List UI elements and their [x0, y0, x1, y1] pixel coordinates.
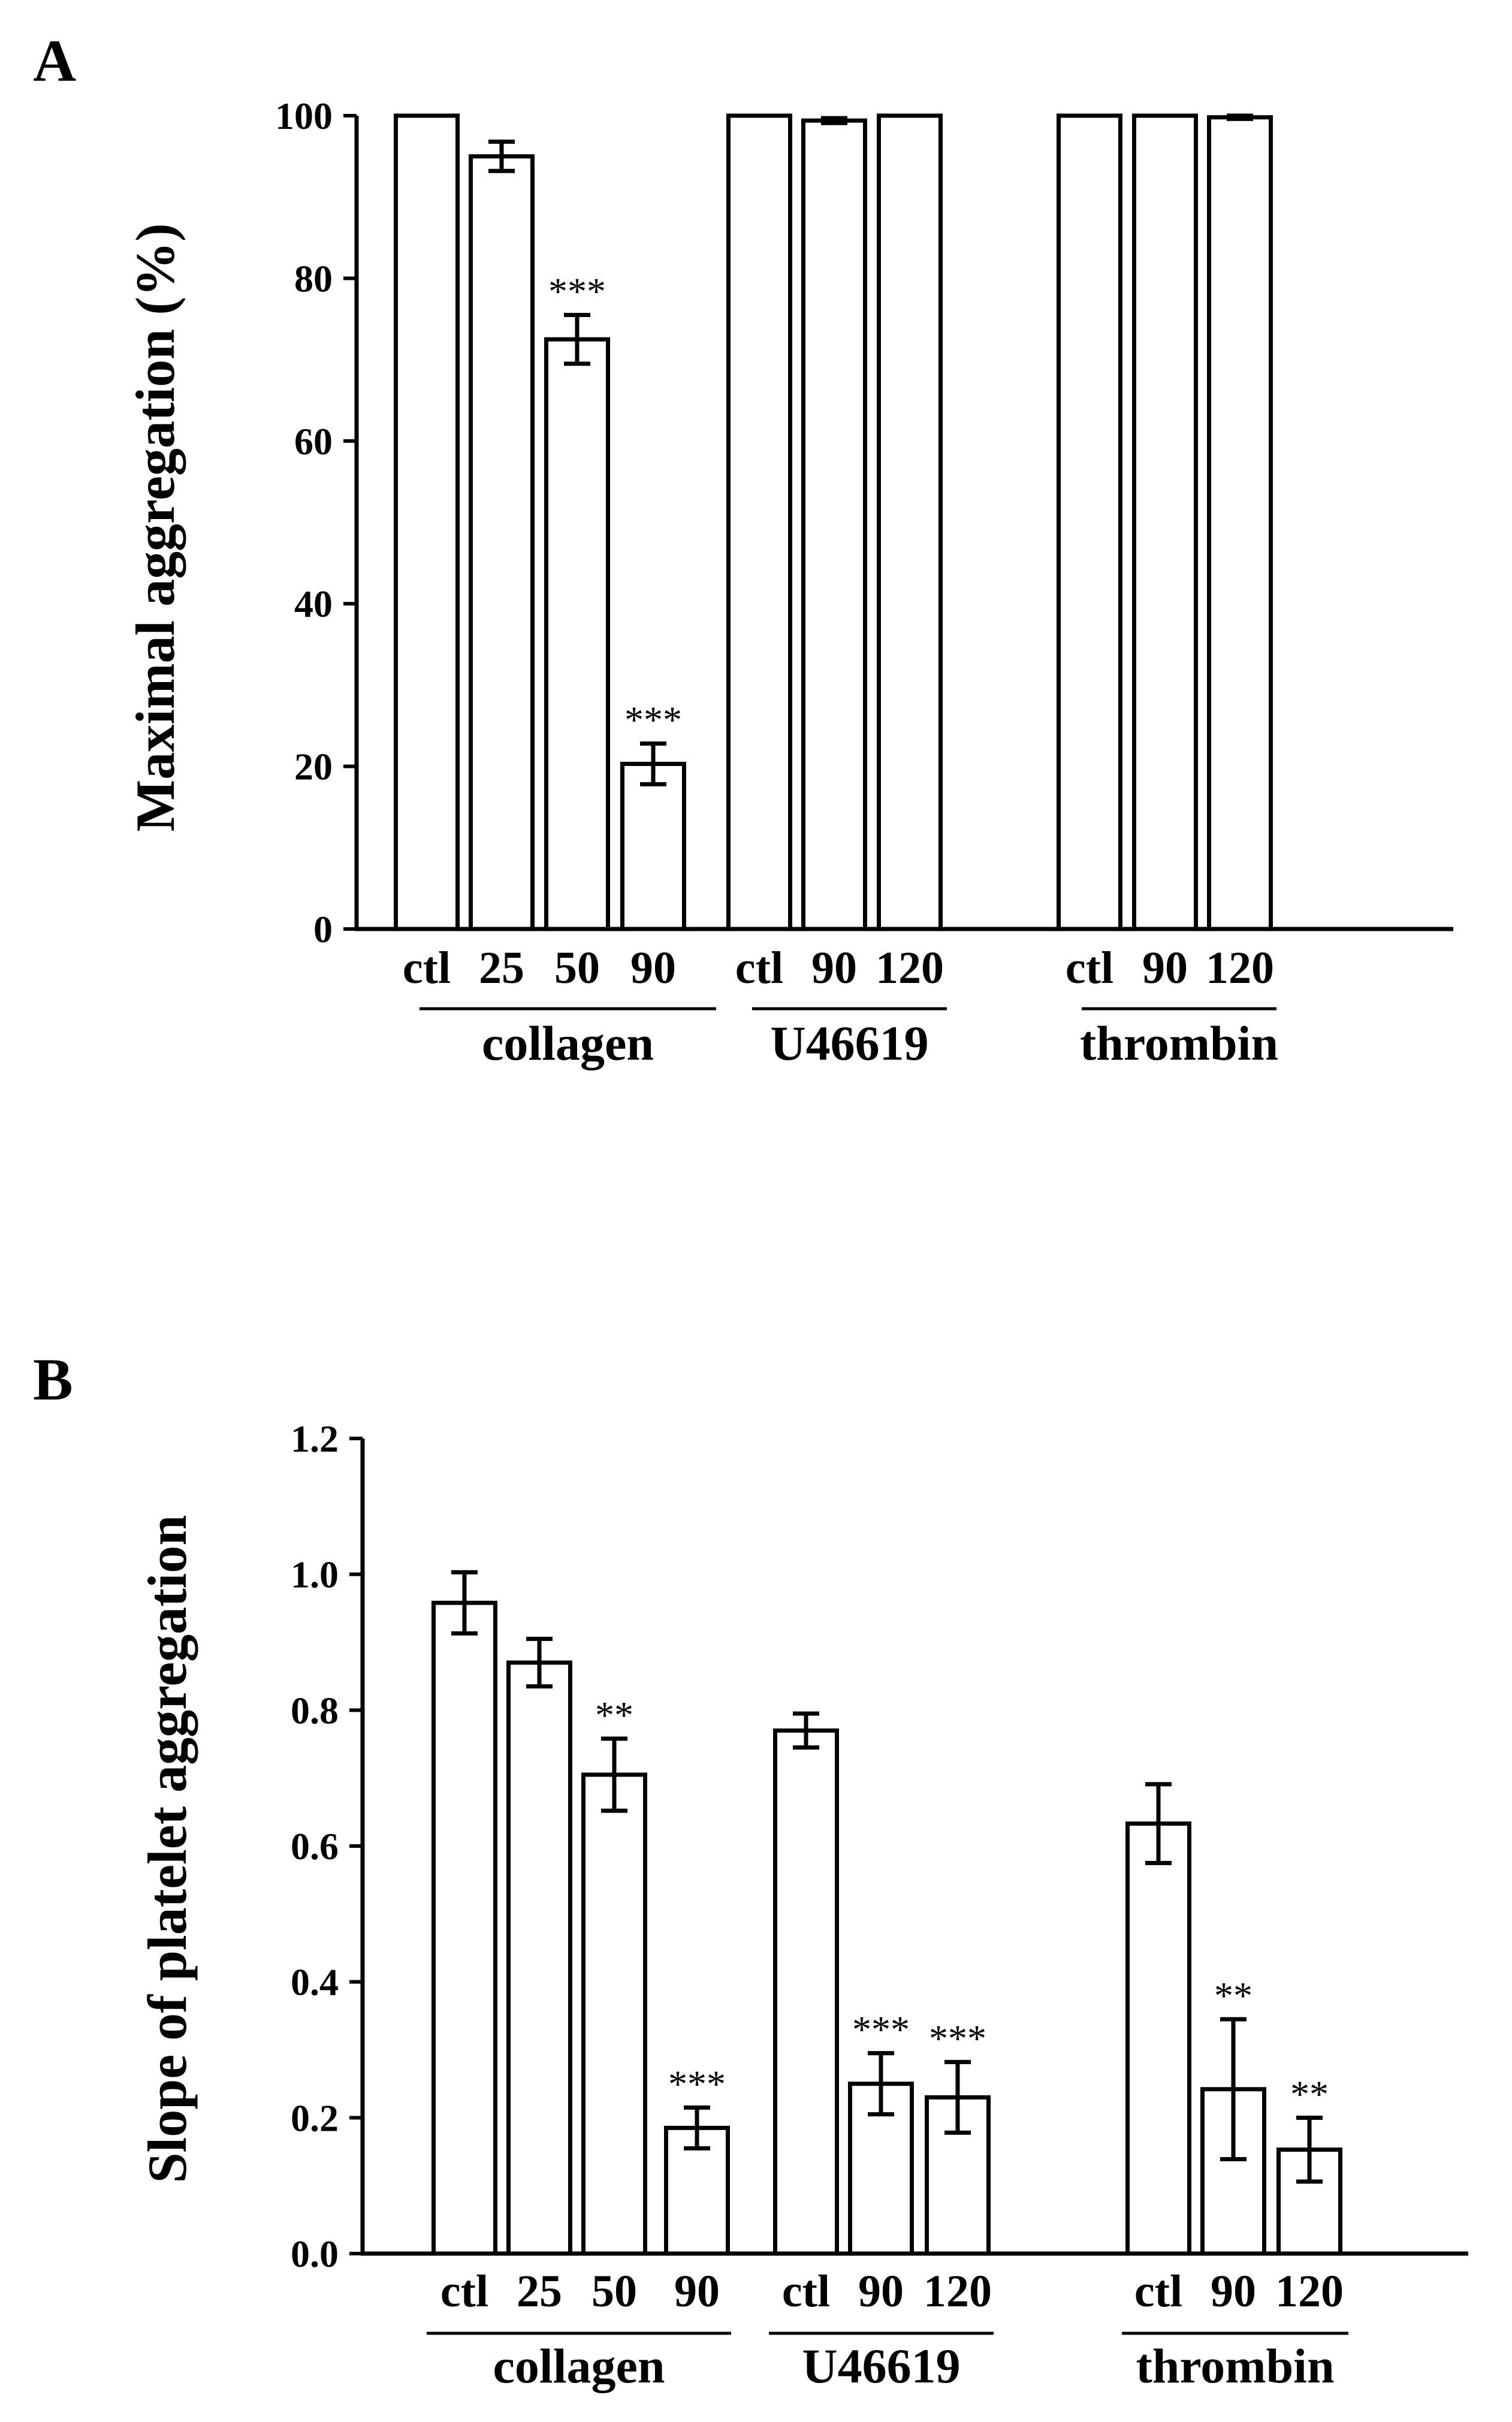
panel-a-bar: [1207, 115, 1273, 931]
panel-b-y-tick-label: 0.0: [291, 2233, 339, 2275]
panel-b-y-tick-label: 0.4: [291, 1961, 339, 2004]
panel-a-group-label: thrombin: [1080, 1016, 1278, 1070]
panel-b-group-label: thrombin: [1136, 2339, 1334, 2393]
panel-a-category-label: 90: [1142, 943, 1188, 993]
panel-a-category-label: 120: [1206, 943, 1274, 993]
panel-a-bar: [394, 113, 460, 931]
panel-b-significance-marker: ***: [929, 2017, 986, 2059]
panel-a-group-label: U46619: [770, 1016, 928, 1070]
panel-a-y-tick-label: 60: [294, 420, 333, 463]
panel-a-bar: [726, 113, 792, 931]
panel-a-y-tick-label: 20: [294, 746, 333, 788]
panel-a-category-label: 90: [630, 943, 676, 993]
panel-b-significance-marker: **: [1290, 2073, 1329, 2115]
panel-b-significance-marker: **: [1214, 1974, 1253, 2017]
panel-a-bar: [544, 337, 610, 931]
panel-a-significance-marker: ***: [624, 699, 682, 741]
panel-b-category-label: 120: [924, 2266, 992, 2317]
panel-a-label: A: [33, 28, 76, 94]
panel-a-y-tick-label: 0: [313, 908, 333, 951]
panel-a-group-label: collagen: [482, 1016, 654, 1070]
panel-a-bar: [877, 113, 943, 931]
panel-b-category-label: ctl: [782, 2266, 830, 2317]
panel-a-category-label: ctl: [403, 943, 451, 993]
panel-b-category-label: 90: [858, 2266, 904, 2317]
panel-b-y-tick-label: 0.6: [291, 1825, 339, 1868]
panel-b-y-tick-label: 0.2: [291, 2097, 339, 2139]
panel-b-category-label: 90: [1211, 2266, 1256, 2317]
panel-b-category-label: ctl: [1134, 2266, 1182, 2317]
panel-b-category-label: 120: [1275, 2266, 1344, 2317]
panel-b-y-tick-label: 1.0: [291, 1554, 339, 1596]
panel-a-category-label: ctl: [735, 943, 783, 993]
panel-b-category-label: 25: [517, 2266, 562, 2317]
panel-b-significance-marker: ***: [668, 2062, 726, 2105]
panel-b-group-label: collagen: [493, 2339, 665, 2393]
panel-b-bar: [773, 1728, 839, 2256]
panel-b-y-tick-label: 0.8: [291, 1689, 339, 1732]
panel-b-bar: [431, 1600, 497, 2256]
panel-a-significance-marker: ***: [548, 270, 606, 312]
panel-a-category-label: 120: [876, 943, 944, 993]
panel-b-bar: [581, 1772, 647, 2256]
panel-b-category-label: ctl: [440, 2266, 488, 2317]
panel-b-category-label: 50: [591, 2266, 637, 2317]
panel-a-y-tick-label: 80: [294, 257, 333, 300]
panel-a-category-label: 25: [479, 943, 524, 993]
panel-b-group-label: U46619: [802, 2339, 960, 2393]
panel-a-bar: [801, 118, 867, 931]
panel-a-bar: [1057, 113, 1122, 931]
panel-b-significance-marker: **: [595, 1694, 633, 1736]
panel-b-bar: [1125, 1821, 1191, 2256]
panel-a-bar: [620, 762, 686, 931]
panel-b-significance-marker: ***: [852, 2008, 910, 2051]
panel-a-y-tick-label: 40: [294, 583, 333, 625]
panel-a-category-label: 90: [811, 943, 857, 993]
panel-b-bar: [506, 1660, 572, 2256]
panel-a-bar: [469, 154, 535, 931]
panel-a-y-tick-label: 100: [275, 95, 333, 137]
panel-b-label: B: [33, 1346, 73, 1413]
panel-a-y-axis-title: Maximal aggregation (%): [125, 223, 186, 831]
panel-a-category-label: ctl: [1066, 943, 1113, 993]
panel-b-category-label: 90: [674, 2266, 720, 2317]
panel-b-y-axis-title: Slope of platelet aggregation: [137, 1515, 198, 2183]
panel-b-y-tick-label: 1.2: [291, 1417, 339, 1460]
panel-a-bar: [1132, 113, 1198, 931]
panel-a-category-label: 50: [554, 943, 600, 993]
